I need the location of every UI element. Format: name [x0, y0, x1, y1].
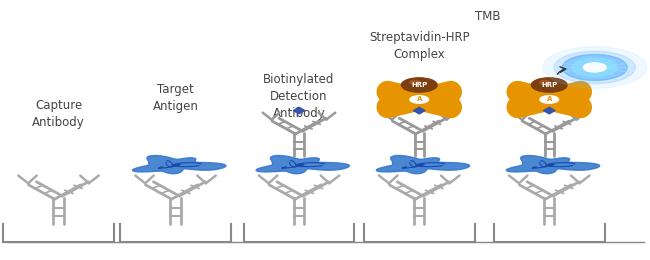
Text: Target
Antigen: Target Antigen [153, 83, 198, 113]
Text: A: A [417, 96, 422, 102]
Circle shape [532, 78, 567, 92]
Polygon shape [413, 107, 425, 114]
Text: TMB: TMB [474, 10, 500, 23]
Polygon shape [293, 107, 305, 114]
Polygon shape [256, 155, 350, 174]
Polygon shape [133, 155, 226, 174]
Circle shape [543, 47, 647, 88]
Polygon shape [506, 155, 600, 174]
Circle shape [402, 78, 437, 92]
Circle shape [410, 96, 428, 103]
Text: A: A [547, 96, 552, 102]
Circle shape [562, 54, 627, 80]
Circle shape [584, 63, 606, 72]
Circle shape [572, 58, 618, 76]
Circle shape [410, 80, 421, 84]
Text: HRP: HRP [411, 82, 428, 88]
Text: Streptavidin-HRP
Complex: Streptavidin-HRP Complex [369, 31, 469, 61]
Text: HRP: HRP [541, 82, 558, 88]
Circle shape [554, 51, 636, 84]
Polygon shape [543, 107, 555, 114]
Circle shape [540, 80, 551, 84]
Text: Biotinylated
Detection
Antibody: Biotinylated Detection Antibody [263, 73, 335, 120]
Polygon shape [376, 155, 470, 174]
Circle shape [540, 96, 558, 103]
Text: Capture
Antibody: Capture Antibody [32, 99, 85, 129]
